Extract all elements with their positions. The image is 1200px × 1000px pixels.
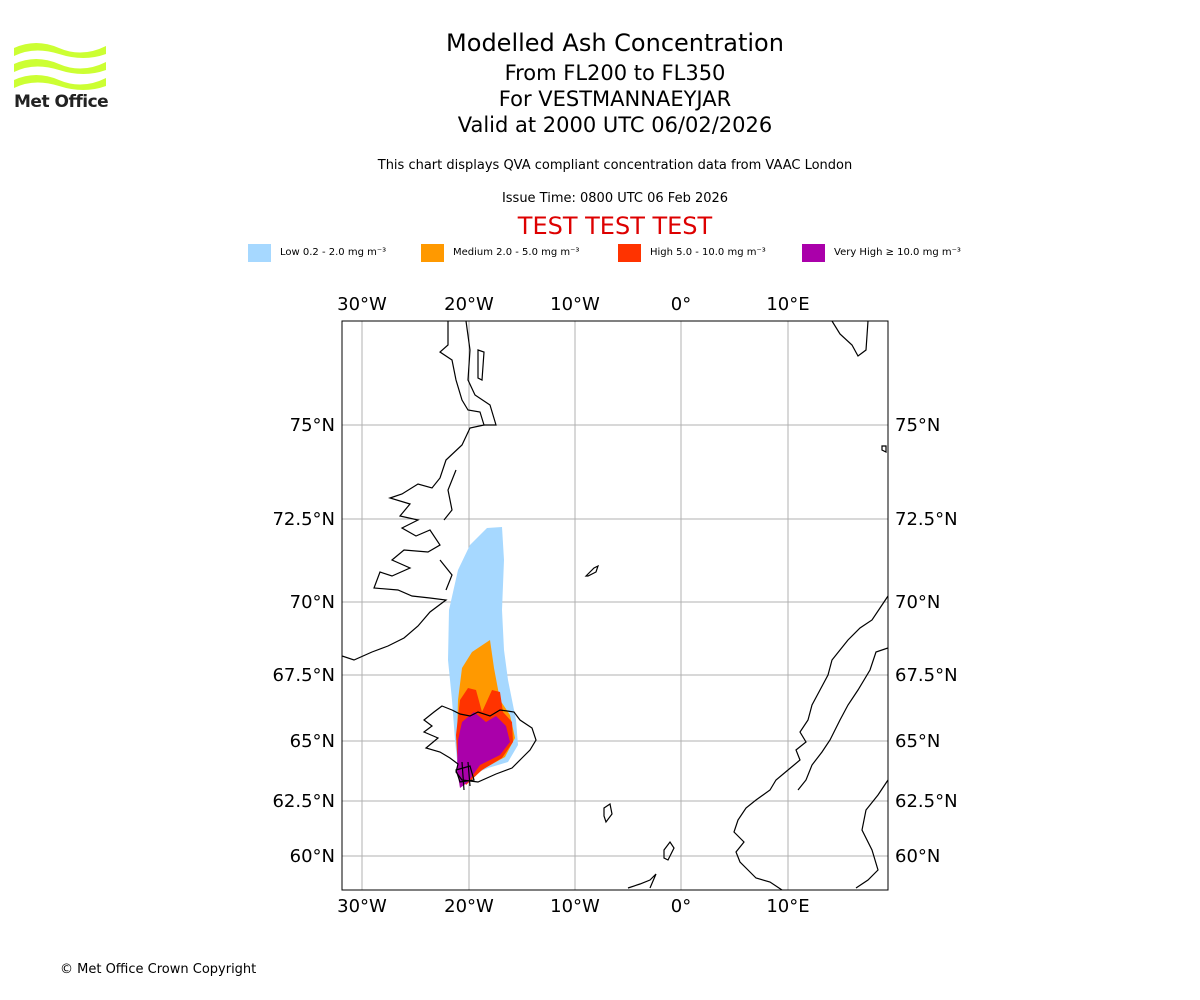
legend-label-medium: Medium 2.0 - 5.0 mg m⁻³ <box>453 247 580 258</box>
copyright: © Met Office Crown Copyright <box>60 962 257 977</box>
coast-greenland <box>342 321 485 661</box>
lon-label-bottom: 0° <box>671 896 691 917</box>
lat-label-left: 62.5°N <box>272 791 335 812</box>
lat-labels-left: 75°N 72.5°N 70°N 67.5°N 65°N 62.5°N 60°N <box>272 415 335 867</box>
lat-label-right: 72.5°N <box>895 509 958 530</box>
legend: Low 0.2 - 2.0 mg m⁻³ Medium 2.0 - 5.0 mg… <box>0 244 1200 264</box>
coast-iceland <box>422 705 537 783</box>
coast-greenland-island <box>477 349 485 381</box>
coast-bear-island <box>881 445 887 453</box>
lon-label-bottom: 30°W <box>337 896 387 917</box>
qva-note: This chart displays QVA compliant concen… <box>377 158 853 173</box>
ash-very-high-region <box>457 712 510 788</box>
ash-plume <box>448 527 518 788</box>
map-frame <box>341 320 889 891</box>
lat-label-right: 67.5°N <box>895 665 958 686</box>
coast-shetland <box>663 840 675 861</box>
coast-norway <box>733 595 888 890</box>
met-office-logo-text: Met Office <box>14 92 109 112</box>
legend-swatch-low <box>248 244 271 262</box>
test-banner: TEST TEST TEST <box>517 212 713 240</box>
graticule <box>342 321 888 890</box>
lat-label-right: 75°N <box>895 415 940 436</box>
coast-faroes <box>603 803 613 824</box>
chart-title-block: Modelled Ash Concentration From FL200 to… <box>0 28 1200 138</box>
legend-label-very-high: Very High ≥ 10.0 mg m⁻³ <box>834 247 961 258</box>
coast-sweden <box>855 779 888 889</box>
coast-scotland <box>627 873 657 889</box>
volcano-location: For VESTMANNAEYJAR <box>498 87 732 111</box>
coastlines <box>342 321 888 890</box>
chart-title: Modelled Ash Concentration <box>446 29 784 57</box>
lat-label-left: 65°N <box>290 731 335 752</box>
coast-westman-islands <box>455 761 475 791</box>
coast-greenland-east <box>439 321 497 591</box>
lat-label-left: 75°N <box>290 415 335 436</box>
lon-label-top: 10°E <box>766 294 809 315</box>
legend-swatch-high <box>618 244 641 262</box>
lon-label-top: 0° <box>671 294 691 315</box>
coast-jan-mayen <box>584 564 600 577</box>
lon-labels-top: 30°W 20°W 10°W 0° 10°E <box>337 294 809 315</box>
legend-swatch-very-high <box>802 244 825 262</box>
lon-label-bottom: 20°W <box>444 896 494 917</box>
legend-swatch-medium <box>421 244 444 262</box>
lat-label-right: 62.5°N <box>895 791 958 812</box>
lat-label-right: 65°N <box>895 731 940 752</box>
lat-label-left: 67.5°N <box>272 665 335 686</box>
coast-svalbard <box>831 321 869 357</box>
lat-labels-right: 75°N 72.5°N 70°N 67.5°N 65°N 62.5°N 60°N <box>895 415 958 867</box>
lon-label-bottom: 10°E <box>766 896 809 917</box>
map-area <box>342 321 888 890</box>
lat-label-left: 60°N <box>290 846 335 867</box>
issue-time: Issue Time: 0800 UTC 06 Feb 2026 <box>501 191 729 206</box>
legend-label-high: High 5.0 - 10.0 mg m⁻³ <box>650 247 766 258</box>
lon-label-top: 20°W <box>444 294 494 315</box>
lat-label-right: 70°N <box>895 592 940 613</box>
met-office-logo <box>14 43 106 90</box>
lat-label-left: 70°N <box>290 592 335 613</box>
flight-levels: From FL200 to FL350 <box>504 61 726 85</box>
lat-label-left: 72.5°N <box>272 509 335 530</box>
lon-label-bottom: 10°W <box>550 896 600 917</box>
lon-labels-bottom: 30°W 20°W 10°W 0° 10°E <box>337 896 809 917</box>
lat-label-right: 60°N <box>895 846 940 867</box>
valid-time: Valid at 2000 UTC 06/02/2026 <box>457 113 773 137</box>
lon-label-top: 10°W <box>550 294 600 315</box>
legend-label-low: Low 0.2 - 2.0 mg m⁻³ <box>280 247 387 258</box>
lon-label-top: 30°W <box>337 294 387 315</box>
